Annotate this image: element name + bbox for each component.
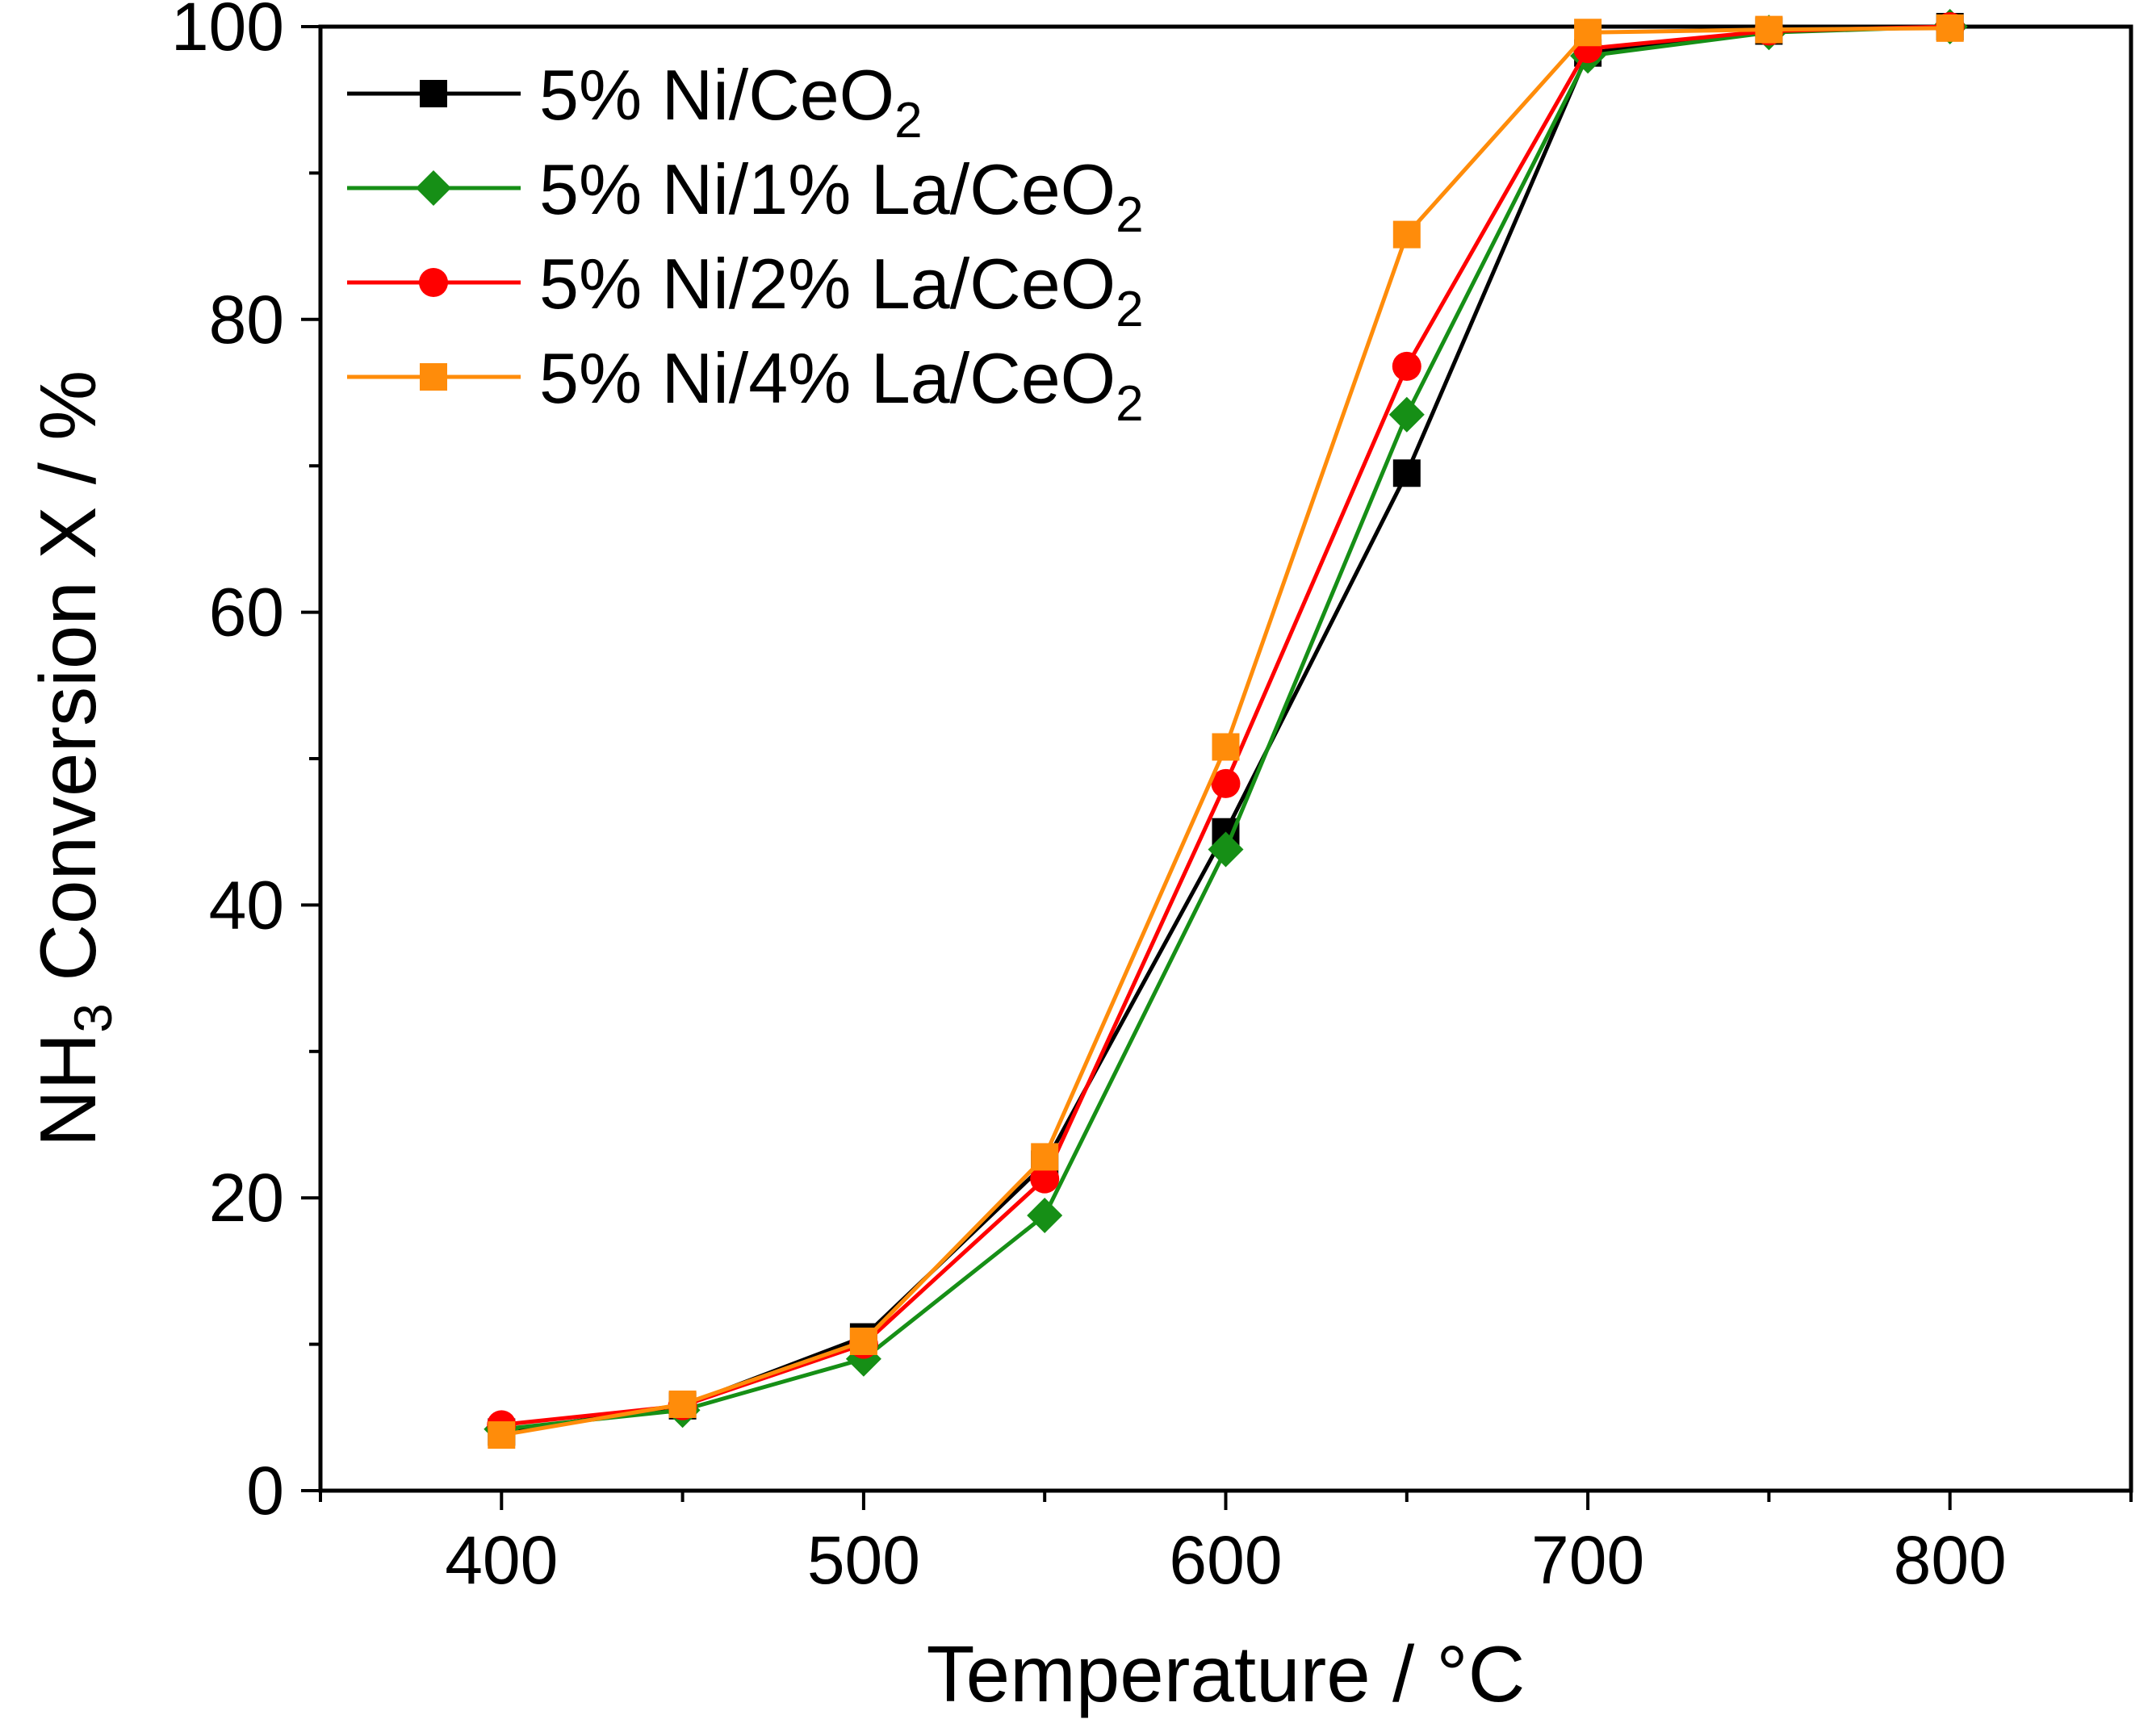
legend-label-subscript: 2: [1116, 282, 1143, 337]
data-point: [488, 1421, 516, 1449]
data-point: [1574, 19, 1602, 47]
legend-label: 5% Ni/1% La/CeO2: [539, 149, 1144, 243]
legend-swatch-marker: [420, 363, 447, 391]
legend-swatch-marker: [416, 170, 451, 206]
x-axis-label: Temperature / °C: [927, 1629, 1526, 1718]
x-tick-label: 800: [1894, 1522, 2007, 1598]
y-axis-label: NH3 Conversion X / %: [23, 370, 123, 1148]
x-tick-label: 600: [1169, 1522, 1282, 1598]
axis-ticks: 400 500 600 700 800 0 20 40 60 80 100: [171, 0, 2133, 1598]
data-point: [1755, 15, 1783, 44]
axis-labels: Temperature / °C NH3 Conversion X / %: [23, 370, 1525, 1718]
legend-label-subscript: 2: [1116, 187, 1143, 243]
legend-label-text: 5% Ni/4% La/CeO: [539, 338, 1116, 418]
data-point: [1211, 768, 1241, 798]
legend-label: 5% Ni/2% La/CeO2: [539, 244, 1144, 337]
legend-label-text: 5% Ni/CeO: [539, 55, 894, 135]
legend-item: 5% Ni/CeO2: [347, 55, 923, 149]
data-point: [1031, 1143, 1059, 1171]
data-point: [1392, 351, 1421, 381]
data-point: [1208, 831, 1244, 868]
series-group: [484, 9, 1968, 1449]
data-point: [1392, 220, 1421, 249]
series-4: [488, 14, 1964, 1449]
x-tick-label: 400: [445, 1522, 558, 1598]
y-axis-label-suffix: Conversion X / %: [23, 370, 112, 1003]
y-tick-label: 20: [209, 1160, 284, 1236]
legend-label-text: 5% Ni/2% La/CeO: [539, 244, 1116, 324]
series-line: [501, 24, 1950, 1427]
legend-item: 5% Ni/4% La/CeO2: [347, 338, 1144, 432]
series-line: [501, 24, 1950, 1432]
y-tick-label: 80: [209, 282, 284, 358]
y-axis-label-subscript: 3: [63, 1003, 123, 1033]
data-point: [1030, 1164, 1060, 1194]
x-tick-label: 700: [1531, 1522, 1644, 1598]
series-line: [500, 26, 1950, 1437]
data-point: [1212, 733, 1240, 761]
legend-item: 5% Ni/1% La/CeO2: [347, 149, 1144, 243]
legend-swatch-marker: [419, 268, 448, 297]
data-point: [668, 1390, 697, 1418]
data-point: [849, 1327, 877, 1355]
data-point: [1388, 396, 1425, 433]
y-axis-label-prefix: NH: [23, 1033, 112, 1148]
legend-label-text: 5% Ni/1% La/CeO: [539, 149, 1116, 229]
series-line: [500, 24, 1950, 1434]
legend-swatch-marker: [420, 80, 447, 107]
legend-item: 5% Ni/2% La/CeO2: [347, 244, 1144, 337]
y-tick-label: 40: [209, 867, 284, 943]
y-tick-label: 100: [171, 0, 284, 65]
y-tick-label: 60: [209, 575, 284, 650]
data-point: [1936, 14, 1964, 42]
data-point: [1027, 1197, 1063, 1233]
legend-label-subscript: 2: [1116, 376, 1143, 432]
legend-label: 5% Ni/CeO2: [539, 55, 923, 149]
y-tick-label: 0: [246, 1453, 284, 1529]
legend-label-subscript: 2: [894, 93, 922, 149]
x-tick-label: 500: [807, 1522, 920, 1598]
legend-label: 5% Ni/4% La/CeO2: [539, 338, 1144, 432]
data-point: [1392, 459, 1421, 487]
